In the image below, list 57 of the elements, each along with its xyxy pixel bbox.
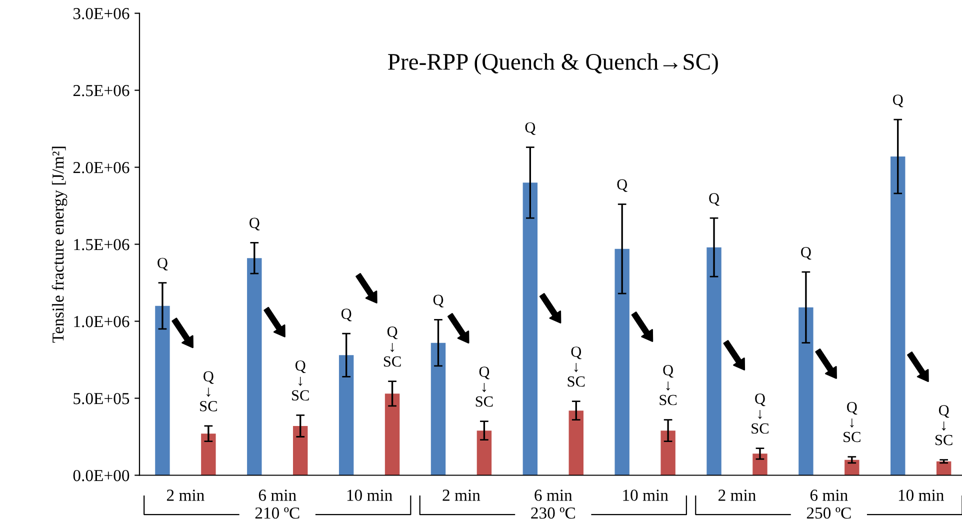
x-tick-label: 6 min [534, 490, 572, 501]
x-tick-label: 6 min [810, 490, 848, 501]
bar [660, 430, 676, 476]
text: Q [892, 94, 904, 108]
text: Q [617, 179, 628, 192]
y-axis-title: Tensile fracture energy [J/m²] [52, 146, 68, 343]
text: 210 ºC [255, 507, 300, 519]
x-tick-label: 10 min [347, 490, 392, 501]
bar [890, 156, 906, 476]
y-tick-label: 1.0E+06 [74, 316, 130, 328]
bar [476, 430, 492, 476]
y-tick-label: 2.0E+06 [73, 162, 130, 174]
text: Q [158, 258, 168, 270]
y-tick-label: 1.5E+06 [74, 238, 130, 250]
text: Q ↓ SC [292, 360, 309, 401]
bar [430, 342, 446, 476]
bar [752, 454, 768, 476]
bar [568, 410, 584, 476]
x-tick-label: 10 min [898, 490, 944, 501]
y-tick-label: 3.0E+06 [73, 8, 130, 20]
text: 230 ºC [531, 507, 575, 519]
text: Q ↓ SC [752, 394, 768, 434]
text: Q [709, 193, 720, 206]
text: Q ↓ SC [200, 371, 217, 412]
bar [614, 248, 630, 476]
text: Q [801, 247, 812, 260]
bar [338, 355, 354, 476]
series-label: Q ↓ SC [936, 405, 952, 446]
bar [798, 307, 814, 476]
text: Pre-RPP (Quench & Quench→SC) [388, 53, 718, 75]
x-tick-label: 10 min [623, 490, 668, 501]
x-tick-label: 2 min [166, 490, 204, 501]
text: Q ↓ SC [384, 326, 401, 367]
x-tick-label: 2 min [718, 490, 756, 501]
bar [384, 394, 400, 476]
bar [522, 182, 538, 476]
bar [706, 247, 722, 476]
text: Q ↓ SC [568, 346, 585, 387]
y-tick-label: 0.0E+00 [73, 470, 130, 482]
bar [936, 461, 952, 476]
y-tick-label: 5.0E+05 [74, 392, 130, 404]
x-tick-label: 2 min [442, 490, 480, 501]
text: Q [525, 122, 536, 135]
text: Q [433, 294, 444, 308]
text: Q ↓ SC [844, 402, 860, 442]
bar [844, 460, 860, 476]
series-label: Q [250, 218, 260, 230]
text: Q [341, 308, 352, 322]
y-tick-label: 2.5E+06 [73, 84, 130, 96]
x-tick-label: 6 min [258, 490, 296, 501]
text: Q ↓ SC [660, 365, 677, 406]
bar [293, 426, 308, 476]
text: 250 ºC [806, 507, 851, 519]
bar [201, 434, 216, 476]
text: Q ↓ SC [476, 366, 493, 407]
bar [155, 306, 170, 476]
bar [247, 258, 262, 476]
